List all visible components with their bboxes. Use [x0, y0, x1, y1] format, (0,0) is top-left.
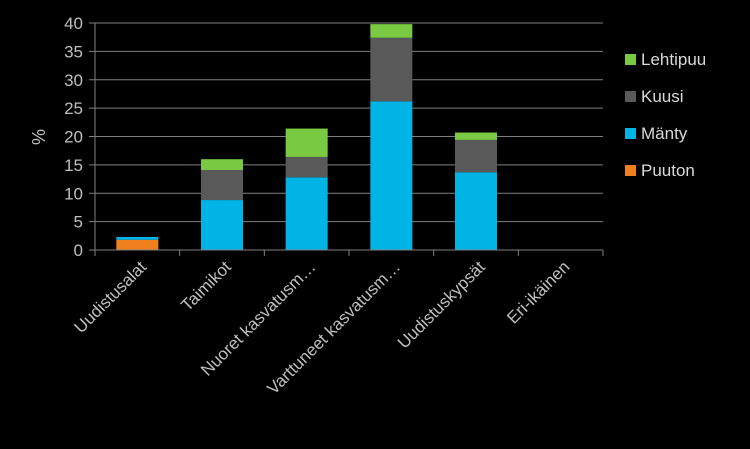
category-label: Uudistusalat	[71, 257, 151, 337]
legend-label: Lehtipuu	[641, 50, 706, 69]
legend-label: Puuton	[641, 161, 695, 180]
bar-segment-kuusi	[201, 169, 243, 201]
legend-swatch-kuusi	[625, 91, 636, 102]
y-tick-label: 15	[64, 156, 83, 175]
y-tick-label: 20	[64, 128, 83, 147]
bar-segment-mänty	[201, 200, 243, 250]
legend: Lehtipuu Kuusi Mänty Puuton	[625, 50, 706, 180]
y-tick-label: 10	[64, 184, 83, 203]
bar-segment-kuusi	[285, 156, 328, 178]
y-tick-label: 35	[64, 42, 83, 61]
bar-segment-mänty	[116, 236, 159, 240]
y-tick-label: 40	[64, 14, 83, 33]
legend-swatch-puuton	[625, 165, 636, 176]
x-axis	[94, 249, 604, 256]
bar-segment-puuton	[116, 239, 159, 250]
bar-segment-mänty	[285, 177, 328, 250]
bar-segment-lehtipuu	[370, 24, 413, 38]
category-label: Eri-ikäinen	[503, 257, 573, 327]
legend-label: Kuusi	[641, 87, 684, 106]
legend-label: Mänty	[641, 124, 688, 143]
gridlines	[95, 22, 603, 251]
bar-segment-mänty	[370, 101, 413, 250]
bar-segment-lehtipuu	[201, 159, 243, 170]
y-tick-label: 25	[64, 99, 83, 118]
bar-segment-kuusi	[370, 37, 413, 102]
legend-swatch-lehtipuu	[625, 54, 636, 65]
legend-swatch-mänty	[625, 128, 636, 139]
y-axis-ticks: 0 5 10 15 20 25 30 35 40	[64, 14, 96, 260]
bar-segment-lehtipuu	[455, 132, 497, 140]
category-label: Taimikot	[177, 257, 235, 315]
y-tick-label: 30	[64, 71, 83, 90]
y-tick-label: 0	[74, 241, 83, 260]
category-label: Uudistuskypsät	[394, 257, 489, 352]
bar-segment-lehtipuu	[285, 128, 328, 157]
bar-segment-kuusi	[455, 139, 497, 173]
y-axis-label: %	[29, 129, 49, 145]
bars	[116, 24, 497, 250]
y-tick-label: 5	[74, 213, 83, 232]
bar-segment-mänty	[455, 172, 497, 250]
